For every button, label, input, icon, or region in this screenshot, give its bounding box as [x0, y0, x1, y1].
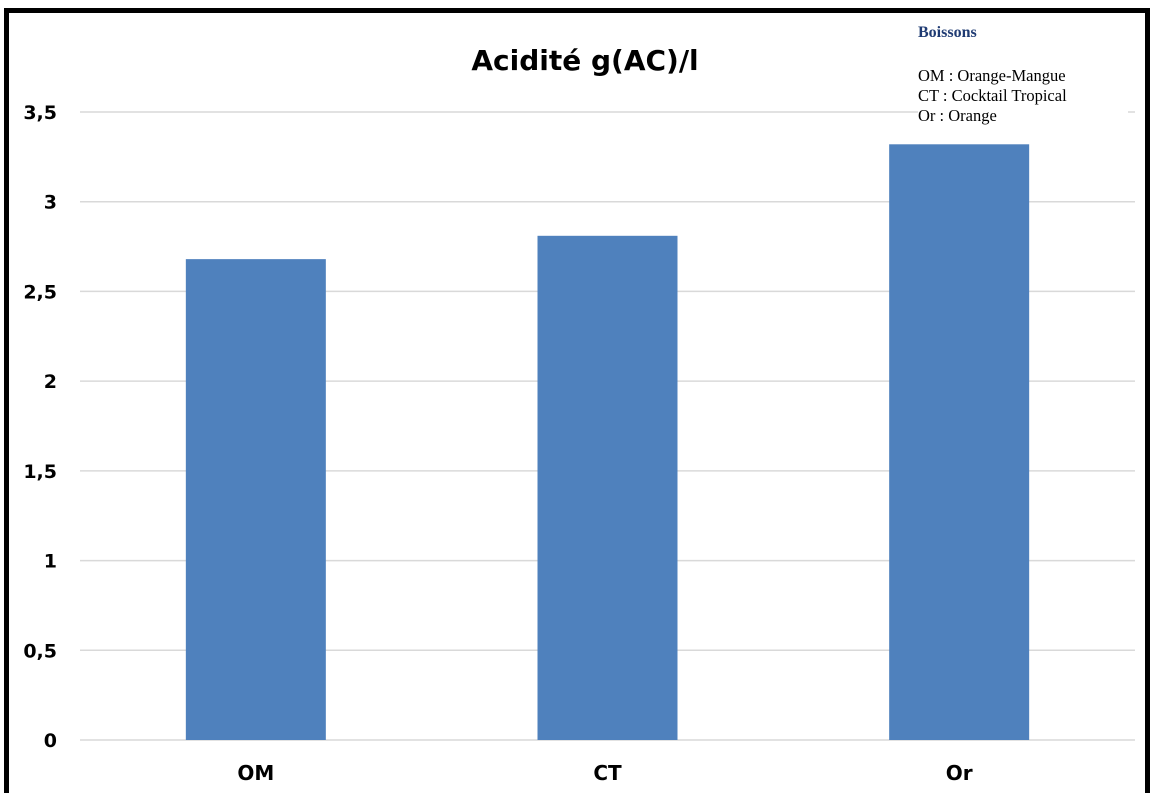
legend-item-or: Or : Orange	[918, 106, 997, 125]
y-tick-label: 2	[44, 371, 57, 393]
legend: Boissons OM : Orange-Mangue CT : Cocktai…	[918, 24, 1128, 126]
legend-title: Boissons	[918, 24, 977, 41]
y-tick-label: 0	[44, 730, 57, 752]
y-tick-label: 3,5	[23, 102, 57, 124]
bar-or	[889, 144, 1030, 741]
x-tick-label: Or	[946, 761, 973, 785]
y-tick-label: 2,5	[23, 281, 57, 303]
y-tick-label: 3	[44, 192, 57, 214]
y-tick-label: 1	[44, 551, 57, 573]
bar-om	[185, 259, 326, 740]
bar-ct	[537, 235, 678, 740]
chart-title: Acidité g(AC)/l	[471, 44, 698, 77]
y-axis-ticks: 0 0,5 1 1,5 2 2,5 3 3,5	[23, 102, 57, 752]
y-tick-label: 0,5	[23, 640, 57, 662]
x-tick-label: CT	[593, 761, 622, 785]
bars	[185, 144, 1030, 741]
x-axis-ticks: OM CT Or	[237, 761, 972, 785]
legend-item-ct: CT : Cocktail Tropical	[918, 86, 1067, 105]
legend-item-om: OM : Orange-Mangue	[918, 66, 1066, 85]
x-tick-label: OM	[237, 761, 274, 785]
y-tick-label: 1,5	[23, 461, 57, 483]
